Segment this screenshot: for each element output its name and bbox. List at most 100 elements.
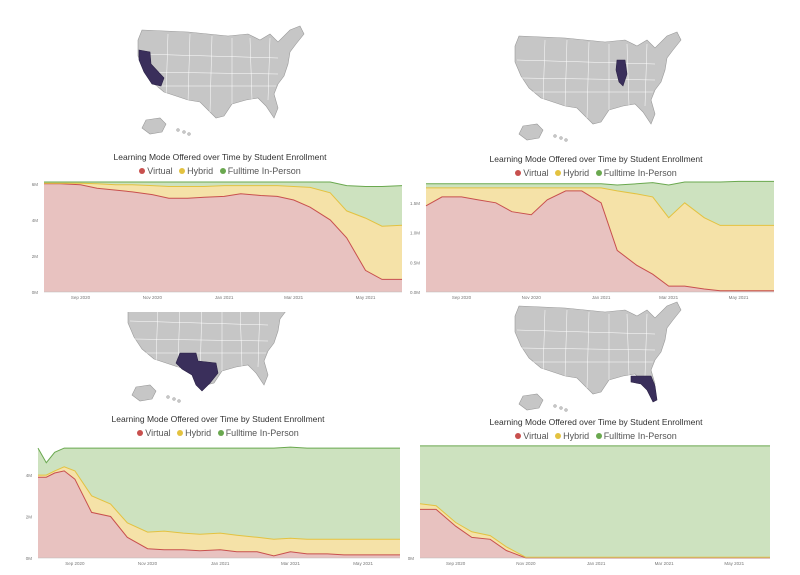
us-map-illinois[interactable] bbox=[505, 26, 695, 146]
legend-label: Hybrid bbox=[563, 431, 590, 441]
legend-hybrid[interactable]: Hybrid bbox=[555, 168, 589, 178]
legend-label: Hybrid bbox=[185, 428, 212, 438]
state-border bbox=[133, 338, 269, 342]
inperson-line bbox=[44, 181, 403, 187]
state-border bbox=[139, 53, 279, 59]
alaska-shape bbox=[518, 123, 544, 141]
inperson-dot-icon bbox=[217, 430, 224, 436]
state-border bbox=[542, 309, 546, 375]
legend-label: Hybrid bbox=[563, 168, 590, 178]
highlighted-state-texas[interactable] bbox=[175, 352, 219, 392]
inperson-line bbox=[37, 446, 400, 464]
state-border bbox=[267, 37, 271, 101]
hawaii-island bbox=[564, 408, 568, 412]
inperson-area[interactable] bbox=[420, 445, 770, 558]
us-map-florida[interactable] bbox=[505, 296, 695, 416]
x-tick-label: Sep 2020 bbox=[65, 561, 85, 566]
area-chart-california[interactable]: 0M 2M 4M 6M Sep 2020 Nov 2020 Jan 2021 Mar 2021… bbox=[0, 178, 408, 302]
hybrid-area[interactable] bbox=[38, 466, 400, 556]
state-border bbox=[249, 37, 253, 101]
inperson-area[interactable] bbox=[38, 447, 400, 540]
x-tick-label: Nov 2020 bbox=[143, 295, 163, 300]
y-tick-label: 0.5M bbox=[410, 260, 420, 265]
legend-hybrid[interactable]: Hybrid bbox=[179, 166, 213, 176]
hybrid-line bbox=[419, 503, 770, 558]
state-border bbox=[516, 329, 656, 335]
state-border bbox=[143, 71, 279, 75]
virtual-area[interactable] bbox=[420, 509, 770, 558]
y-tick-label: 0M bbox=[32, 290, 39, 295]
state-border bbox=[520, 77, 656, 81]
x-tick-label: Nov 2020 bbox=[138, 561, 158, 566]
hawaii-island bbox=[553, 134, 557, 138]
chart-legend: Virtual Hybrid Fulltime In-Person bbox=[456, 431, 736, 441]
y-tick-label: 0M bbox=[408, 556, 414, 561]
x-tick-label: Nov 2020 bbox=[522, 295, 542, 300]
legend-hybrid[interactable]: Hybrid bbox=[555, 431, 589, 441]
y-tick-label: 0M bbox=[26, 556, 33, 561]
state-border bbox=[239, 312, 243, 368]
x-tick-label: May 2021 bbox=[356, 295, 376, 300]
virtual-dot-icon bbox=[515, 433, 522, 439]
virtual-dot-icon bbox=[137, 430, 144, 436]
inperson-area[interactable] bbox=[426, 181, 774, 226]
y-tick-label: 2M bbox=[26, 515, 33, 520]
state-border bbox=[165, 33, 169, 99]
alaska-shape bbox=[131, 384, 157, 402]
hawaii-island bbox=[553, 404, 557, 408]
state-border bbox=[520, 347, 656, 351]
y-tick-label: 4M bbox=[32, 218, 39, 223]
us-map-texas[interactable] bbox=[118, 312, 308, 407]
alaska-shape bbox=[518, 393, 544, 411]
legend-virtual[interactable]: Virtual bbox=[515, 168, 549, 178]
x-tick-label: Jan 2021 bbox=[215, 295, 234, 300]
hybrid-dot-icon bbox=[179, 168, 186, 174]
legend-virtual[interactable]: Virtual bbox=[139, 166, 173, 176]
virtual-line bbox=[425, 190, 774, 292]
legend-virtual[interactable]: Virtual bbox=[515, 431, 549, 441]
legend-label: Hybrid bbox=[187, 166, 214, 176]
y-tick-label: 1.5M bbox=[410, 201, 420, 206]
hybrid-area[interactable] bbox=[426, 187, 774, 291]
area-chart-illinois[interactable]: 0.0M 0.5M 1.0M 1.5M Sep 2020 Nov 2020 Jan 2021… bbox=[408, 178, 800, 302]
highlighted-state-california[interactable] bbox=[138, 49, 165, 87]
virtual-area[interactable] bbox=[44, 183, 402, 292]
legend-hybrid[interactable]: Hybrid bbox=[177, 428, 211, 438]
hybrid-area[interactable] bbox=[44, 183, 402, 280]
legend-label: Virtual bbox=[523, 168, 549, 178]
y-tick-label: 1.0M bbox=[410, 231, 420, 236]
highlighted-state-illinois[interactable] bbox=[615, 59, 628, 87]
state-border bbox=[626, 43, 630, 107]
state-border bbox=[155, 312, 158, 366]
state-border bbox=[644, 313, 648, 377]
area-chart-texas[interactable]: 0M 2M 4M Sep 2020 Nov 2020 Jan 2021 Mar 2021 Ma… bbox=[0, 440, 408, 573]
hybrid-line bbox=[426, 187, 774, 226]
legend-inperson[interactable]: Fulltime In-Person bbox=[595, 431, 677, 441]
legend-inperson[interactable]: Fulltime In-Person bbox=[595, 168, 677, 178]
legend-inperson[interactable]: Fulltime In-Person bbox=[219, 166, 301, 176]
virtual-line bbox=[38, 470, 400, 557]
state-border bbox=[257, 312, 261, 368]
x-tick-label: Mar 2021 bbox=[659, 295, 679, 300]
us-outline bbox=[514, 301, 682, 395]
hybrid-dot-icon bbox=[177, 430, 184, 436]
x-tick-label: Mar 2021 bbox=[281, 561, 301, 566]
hawaii-island bbox=[187, 132, 191, 136]
virtual-area[interactable] bbox=[426, 190, 774, 292]
us-map-california[interactable] bbox=[128, 20, 318, 140]
state-border bbox=[626, 313, 630, 377]
x-tick-label: Nov 2020 bbox=[516, 561, 536, 566]
legend-virtual[interactable]: Virtual bbox=[137, 428, 171, 438]
inperson-dot-icon bbox=[595, 433, 602, 439]
y-tick-label: 0.0M bbox=[410, 290, 420, 295]
virtual-area[interactable] bbox=[38, 470, 400, 558]
area-chart-florida[interactable]: 0M Sep 2020 Nov 2020 Jan 2021 Mar 2021 May 20… bbox=[408, 440, 800, 573]
highlighted-state-florida[interactable] bbox=[630, 375, 658, 403]
legend-inperson[interactable]: Fulltime In-Person bbox=[217, 428, 299, 438]
state-border bbox=[129, 320, 269, 326]
chart-title: Learning Mode Offered over Time by Stude… bbox=[111, 414, 325, 424]
state-border bbox=[644, 43, 648, 107]
x-tick-label: Jan 2021 bbox=[211, 561, 230, 566]
us-outline bbox=[127, 312, 286, 386]
hybrid-dot-icon bbox=[555, 433, 562, 439]
